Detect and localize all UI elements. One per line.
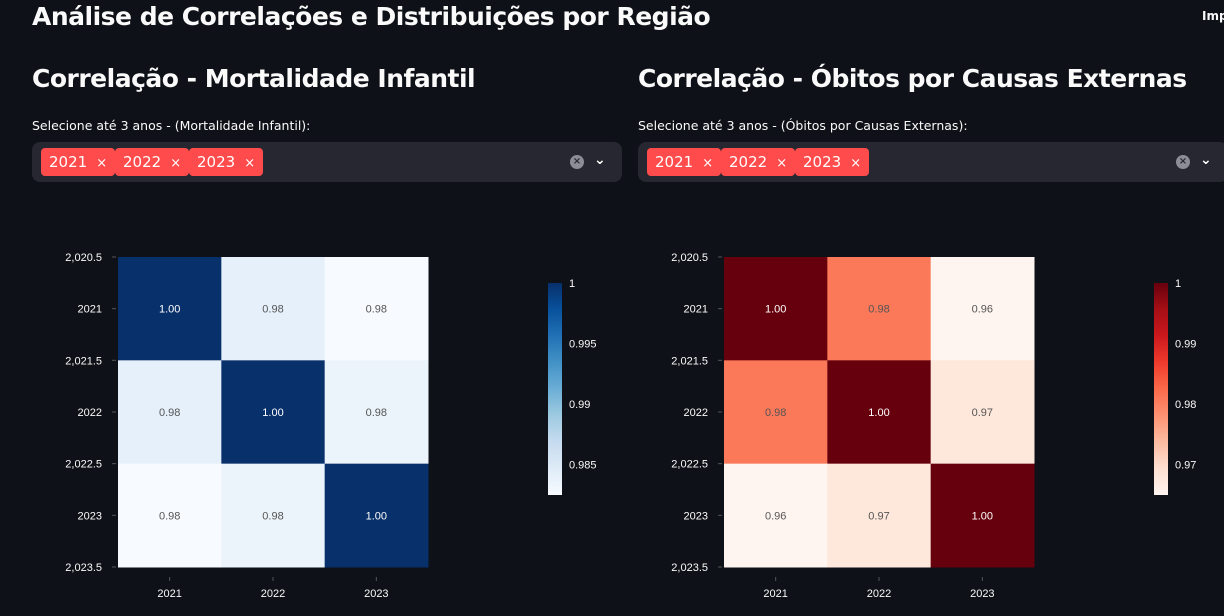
y-tick-label: 2022 [78, 407, 102, 419]
y-tick-label: 2,023.5 [671, 562, 708, 574]
select-label: Selecione até 3 anos - (Mortalidade Infa… [32, 118, 311, 133]
colorbar-tick-label: 0.99 [569, 399, 590, 411]
cell-label: 0.97 [972, 407, 993, 419]
y-tick-label: 2,020.5 [65, 252, 102, 264]
panel-title: Correlação - Mortalidade Infantil [32, 64, 476, 93]
remove-tag-icon[interactable]: × [850, 156, 862, 171]
y-tick-label: 2023 [684, 510, 708, 522]
heatmap-cell [724, 360, 828, 465]
tag-2023: 2023 × [795, 148, 870, 176]
year-multiselect[interactable]: 2021 × 2022 × 2023 × × ⌄ [32, 142, 622, 182]
y-tick-label: 2,023.5 [65, 562, 102, 574]
colorbar [548, 283, 562, 495]
colorbar-tick-label: 0.985 [569, 460, 597, 472]
y-tick-label: 2021 [684, 304, 708, 316]
cell-label: 0.98 [159, 407, 180, 419]
colorbar-tick-label: 1 [569, 278, 575, 290]
tag-label: 2023 [197, 153, 236, 171]
x-tick-label: 2022 [261, 588, 285, 600]
cell-label: 0.98 [868, 304, 889, 316]
cell-label: 0.98 [262, 304, 283, 316]
tag-2023: 2023 × [189, 148, 264, 176]
cell-label: 1.00 [972, 510, 993, 522]
cell-label: 1.00 [159, 304, 180, 316]
clear-icon[interactable]: × [1176, 155, 1190, 169]
tag-2022: 2022 × [721, 148, 796, 176]
cell-label: 0.98 [366, 304, 387, 316]
cell-label: 0.98 [159, 510, 180, 522]
heatmap-cell [221, 360, 326, 465]
tag-label: 2023 [803, 153, 842, 171]
cell-label: 0.98 [366, 407, 387, 419]
heatmap-cell [724, 257, 828, 361]
tag-label: 2021 [49, 153, 88, 171]
cell-label: 0.97 [868, 510, 889, 522]
y-tick-label: 2,021.5 [65, 355, 102, 367]
x-tick-label: 2021 [157, 588, 181, 600]
year-multiselect[interactable]: 2021 × 2022 × 2023 × × ⌄ [638, 142, 1224, 182]
tag-2021: 2021 × [647, 148, 722, 176]
panel-title: Correlação - Óbitos por Causas Externas [638, 64, 1187, 93]
colorbar-tick-label: 0.99 [1175, 339, 1196, 351]
heatmap-cell [221, 257, 326, 361]
cell-label: 1.00 [262, 407, 283, 419]
tag-2022: 2022 × [115, 148, 190, 176]
chevron-down-icon[interactable]: ⌄ [594, 152, 606, 168]
y-tick-label: 2,021.5 [671, 355, 708, 367]
cell-label: 0.98 [765, 407, 786, 419]
remove-tag-icon[interactable]: × [96, 156, 108, 171]
clear-icon[interactable]: × [570, 155, 584, 169]
y-tick-label: 2,022.5 [65, 459, 102, 471]
heatmap-cell [324, 463, 429, 568]
top-right-text: Imp [1202, 9, 1224, 23]
cell-label: 0.96 [972, 304, 993, 316]
heatmap-cell [930, 257, 1035, 361]
heatmap-cell [827, 463, 932, 568]
cell-label: 1.00 [868, 407, 889, 419]
heatmap-cell [827, 257, 932, 361]
heatmap-cell [118, 257, 222, 361]
remove-tag-icon[interactable]: × [776, 156, 788, 171]
heatmap-cell [827, 360, 932, 465]
heatmap-cell [930, 360, 1035, 465]
heatmap-cell [221, 463, 326, 568]
y-tick-label: 2023 [78, 510, 102, 522]
page-title: Análise de Correlações e Distribuições p… [32, 2, 711, 31]
x-tick-label: 2022 [867, 588, 891, 600]
heatmap-cell [324, 360, 429, 465]
y-tick-label: 2022 [684, 407, 708, 419]
cell-label: 0.96 [765, 510, 786, 522]
colorbar-tick-label: 0.995 [569, 339, 597, 351]
heatmap-cell [118, 463, 222, 568]
x-tick-label: 2023 [970, 588, 994, 600]
colorbar-tick-label: 0.98 [1175, 399, 1196, 411]
tag-label: 2021 [655, 153, 694, 171]
x-tick-label: 2023 [364, 588, 388, 600]
remove-tag-icon[interactable]: × [702, 156, 714, 171]
heatmap-causas-externas: 1.00 0.98 0.96 0.98 1.00 0.97 0.96 0.97 1.00 2,02… [671, 252, 1196, 600]
cell-label: 0.98 [262, 510, 283, 522]
heatmap-cell [930, 463, 1035, 568]
tag-label: 2022 [123, 153, 162, 171]
heatmap-cell [324, 257, 429, 361]
colorbar-tick-label: 1 [1175, 278, 1181, 290]
colorbar-tick-label: 0.97 [1175, 460, 1196, 472]
heatmap-cell [724, 463, 828, 568]
colorbar [1154, 283, 1168, 495]
remove-tag-icon[interactable]: × [244, 156, 256, 171]
y-tick-label: 2021 [78, 304, 102, 316]
y-tick-label: 2,020.5 [671, 252, 708, 264]
tag-2021: 2021 × [41, 148, 116, 176]
x-tick-label: 2021 [763, 588, 787, 600]
y-tick-label: 2,022.5 [671, 459, 708, 471]
select-label: Selecione até 3 anos - (Óbitos por Causa… [638, 118, 968, 133]
heatmap-mortalidade: 1.00 0.98 0.98 0.98 1.00 0.98 0.98 0.98 1.00 2,02… [65, 252, 597, 600]
chevron-down-icon[interactable]: ⌄ [1200, 152, 1212, 168]
remove-tag-icon[interactable]: × [170, 156, 182, 171]
cell-label: 1.00 [366, 510, 387, 522]
heatmap-cell [118, 360, 222, 465]
cell-label: 1.00 [765, 304, 786, 316]
tag-label: 2022 [729, 153, 768, 171]
